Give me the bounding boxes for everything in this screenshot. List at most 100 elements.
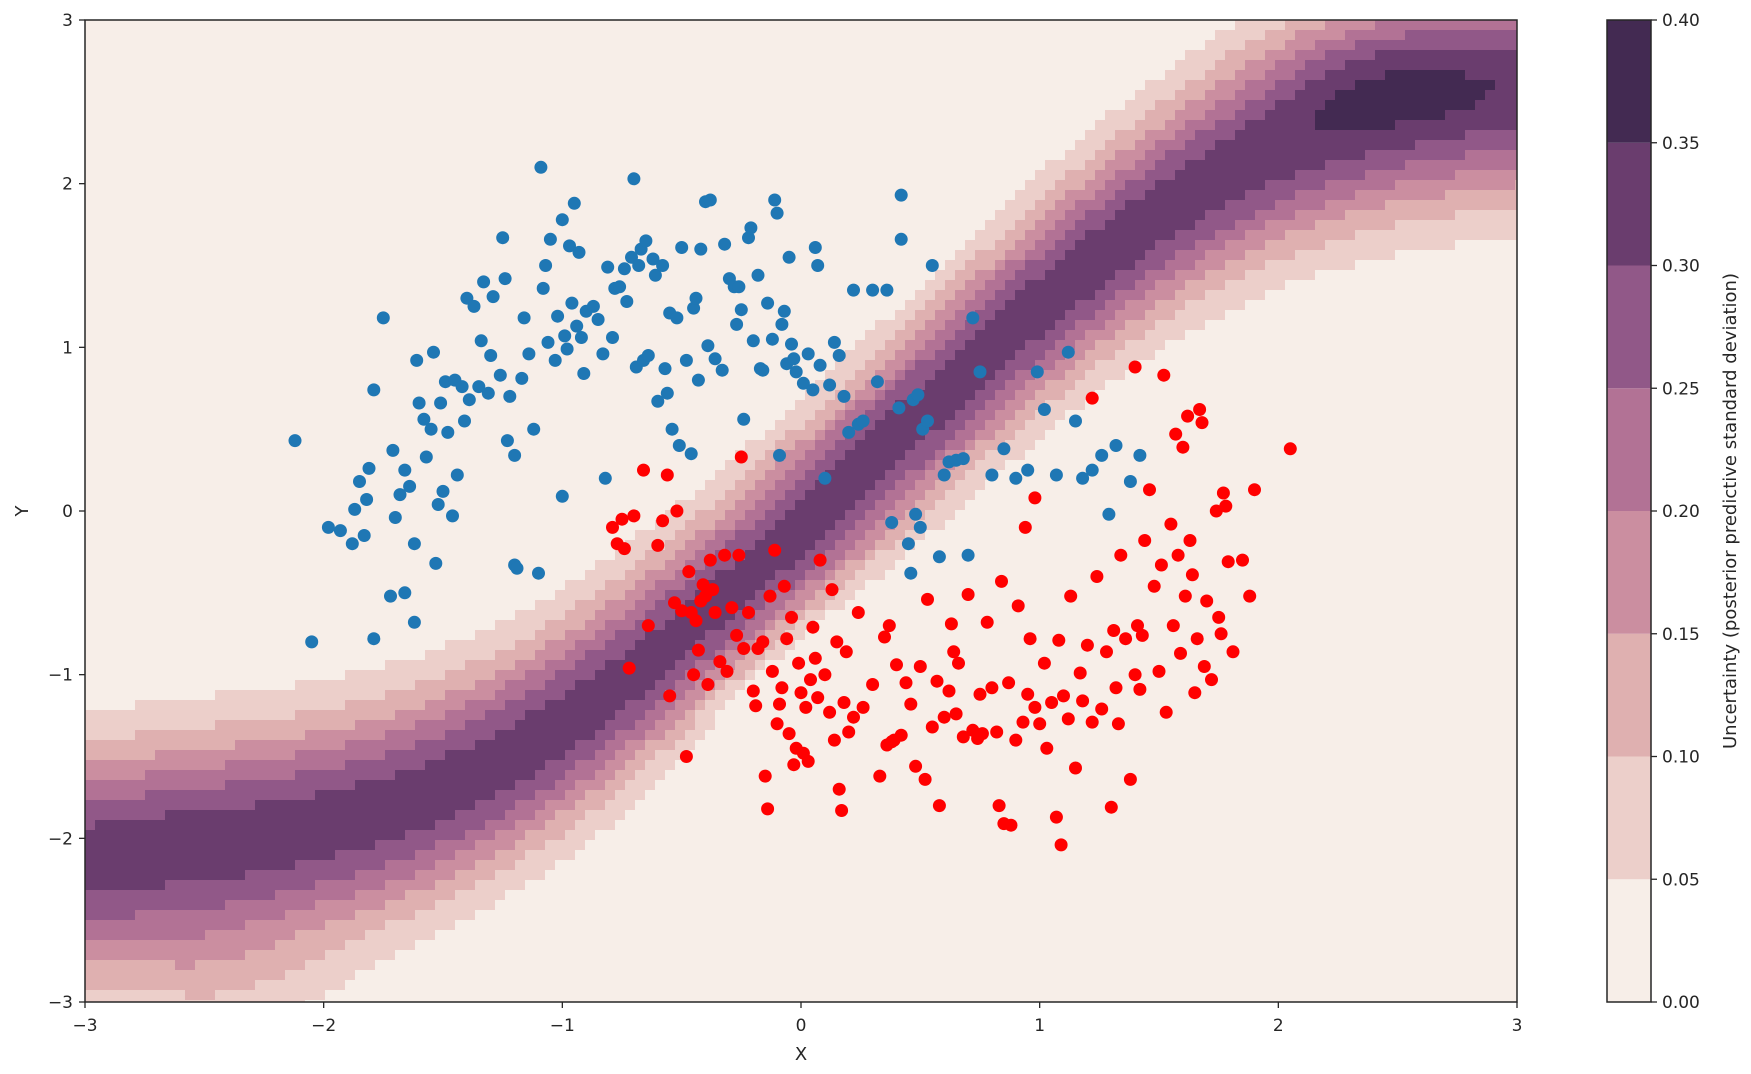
contour-cell	[635, 160, 646, 171]
contour-cell	[1305, 270, 1316, 281]
contour-cell	[295, 320, 306, 331]
contour-cell	[1165, 50, 1176, 61]
contour-cell	[335, 50, 346, 61]
contour-cell	[865, 330, 876, 341]
contour-cell	[1425, 130, 1436, 141]
contour-cell	[1155, 90, 1166, 101]
contour-cell	[115, 70, 126, 81]
contour-cell	[775, 30, 786, 41]
contour-cell	[815, 120, 826, 131]
contour-cell	[935, 240, 946, 251]
contour-cell	[165, 220, 176, 231]
contour-cell	[1005, 280, 1016, 291]
contour-cell	[1385, 290, 1396, 301]
contour-cell	[385, 340, 396, 351]
contour-cell	[1105, 340, 1116, 351]
contour-cell	[1425, 190, 1436, 201]
contour-cell	[325, 20, 336, 31]
contour-cell	[585, 110, 596, 121]
contour-cell	[575, 70, 586, 81]
contour-cell	[1425, 160, 1436, 171]
contour-cell	[905, 320, 916, 331]
contour-cell	[1435, 270, 1446, 281]
contour-cell	[505, 110, 516, 121]
contour-cell	[1025, 180, 1036, 191]
contour-cell	[625, 190, 636, 201]
contour-cell	[565, 100, 576, 111]
contour-cell	[1425, 240, 1436, 251]
contour-cell	[375, 220, 386, 231]
contour-cell	[905, 160, 916, 171]
contour-cell	[515, 220, 526, 231]
contour-cell	[1475, 20, 1486, 31]
contour-cell	[855, 260, 866, 271]
contour-cell	[975, 30, 986, 41]
contour-cell	[825, 200, 836, 211]
contour-cell	[135, 40, 146, 51]
contour-cell	[1245, 340, 1256, 351]
contour-cell	[1365, 170, 1376, 181]
contour-cell	[425, 160, 436, 171]
contour-cell	[515, 190, 526, 201]
contour-cell	[435, 220, 446, 231]
contour-cell	[865, 310, 876, 321]
contour-cell	[1375, 250, 1386, 261]
contour-cell	[1155, 290, 1166, 301]
contour-cell	[1045, 290, 1056, 301]
contour-cell	[995, 30, 1006, 41]
contour-cell	[965, 280, 976, 291]
contour-cell	[235, 120, 246, 131]
contour-cell	[175, 50, 186, 61]
contour-cell	[1335, 70, 1346, 81]
contour-cell	[545, 80, 556, 91]
contour-cell	[95, 360, 106, 371]
contour-cell	[1105, 170, 1116, 181]
contour-cell	[1005, 200, 1016, 211]
contour-cell	[1495, 70, 1506, 81]
contour-cell	[525, 360, 536, 371]
contour-cell	[1305, 340, 1316, 351]
contour-cell	[1245, 90, 1256, 101]
contour-cell	[1425, 100, 1436, 111]
contour-cell	[1385, 180, 1396, 191]
contour-cell	[155, 320, 166, 331]
contour-cell	[975, 350, 986, 361]
contour-cell	[245, 230, 256, 241]
contour-cell	[235, 310, 246, 321]
contour-cell	[585, 180, 596, 191]
contour-cell	[1485, 20, 1496, 31]
contour-cell	[115, 100, 126, 111]
contour-cell	[1005, 120, 1016, 131]
contour-cell	[1445, 230, 1456, 241]
contour-cell	[1295, 100, 1306, 111]
contour-cell	[1125, 330, 1136, 341]
contour-cell	[425, 270, 436, 281]
contour-cell	[895, 110, 906, 121]
contour-cell	[695, 110, 706, 121]
contour-cell	[1285, 200, 1296, 211]
contour-cell	[1275, 320, 1286, 331]
contour-cell	[805, 140, 816, 151]
contour-cell	[335, 190, 346, 201]
contour-cell	[865, 240, 876, 251]
contour-cell	[395, 330, 406, 341]
contour-cell	[665, 120, 676, 131]
contour-cell	[1445, 130, 1456, 141]
contour-cell	[445, 20, 456, 31]
contour-cell	[285, 240, 296, 251]
contour-cell	[545, 140, 556, 151]
contour-cell	[1225, 250, 1236, 261]
contour-cell	[1475, 330, 1486, 341]
contour-cell	[85, 80, 96, 91]
contour-cell	[315, 280, 326, 291]
contour-cell	[1305, 20, 1316, 31]
contour-cell	[1475, 60, 1486, 71]
contour-cell	[305, 70, 316, 81]
contour-cell	[505, 130, 516, 141]
contour-cell	[265, 80, 276, 91]
contour-cell	[675, 290, 686, 301]
contour-cell	[1315, 300, 1326, 311]
contour-cell	[205, 310, 216, 321]
contour-cell	[1055, 140, 1066, 151]
contour-cell	[335, 160, 346, 171]
